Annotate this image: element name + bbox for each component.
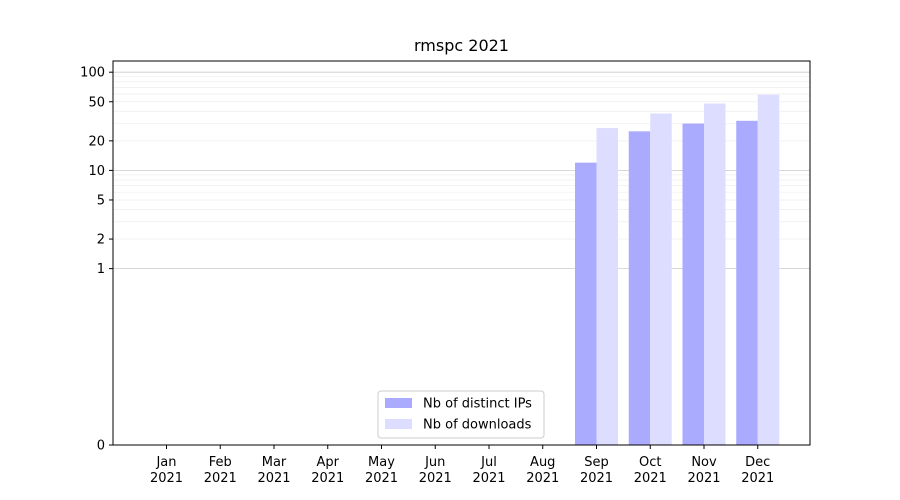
x-axis: Jan2021Feb2021Mar2021Apr2021May2021Jun20… — [150, 445, 774, 486]
bar — [757, 94, 780, 446]
y-tick-label: 20 — [88, 134, 105, 149]
x-tick-label-year: 2021 — [687, 471, 720, 486]
y-tick-label: 5 — [97, 193, 105, 208]
x-tick-label-month: Mar — [262, 455, 287, 470]
x-tick-label-month: Oct — [639, 455, 661, 470]
legend-label: Nb of downloads — [423, 418, 532, 433]
bar — [704, 103, 726, 446]
chart-title: rmspc 2021 — [414, 36, 509, 55]
legend-swatch — [385, 419, 412, 429]
bar — [650, 113, 672, 446]
bar — [575, 162, 597, 445]
bar — [596, 128, 618, 445]
bars — [575, 94, 780, 446]
legend: Nb of distinct IPs Nb of downloads — [377, 390, 545, 439]
x-tick-label-month: Jan — [155, 455, 176, 470]
y-tick-label: 50 — [88, 95, 105, 110]
legend-box — [377, 390, 545, 439]
x-tick-label-month: Apr — [317, 455, 340, 470]
x-tick-label-month: Jul — [480, 455, 497, 470]
axes-frame — [112, 60, 811, 446]
x-tick-label-month: May — [368, 455, 395, 470]
x-tick-label-year: 2021 — [526, 471, 559, 486]
x-tick-label-month: Aug — [530, 455, 555, 470]
x-tick-label-month: Dec — [745, 455, 770, 470]
x-tick-label-month: Jun — [424, 455, 445, 470]
x-tick-label-month: Sep — [584, 455, 609, 470]
y-tick-label: 10 — [88, 164, 105, 179]
x-tick-label-year: 2021 — [311, 471, 344, 486]
y-tick-label: 2 — [97, 233, 105, 248]
x-tick-label-year: 2021 — [472, 471, 505, 486]
bar — [736, 120, 758, 446]
y-tick-label: 100 — [80, 66, 105, 81]
x-tick-label-year: 2021 — [580, 471, 613, 486]
bar — [682, 123, 704, 445]
x-tick-label-year: 2021 — [634, 471, 667, 486]
x-tick-label-year: 2021 — [741, 471, 774, 486]
x-tick-label-year: 2021 — [257, 471, 290, 486]
y-axis: 0 1 2 5 10 20 50 100 — [80, 66, 113, 454]
x-tick-label-year: 2021 — [419, 471, 452, 486]
y-tick-label: 1 — [97, 262, 105, 277]
legend-label: Nb of distinct IPs — [423, 397, 532, 412]
x-tick-label-year: 2021 — [365, 471, 398, 486]
legend-swatch — [385, 398, 412, 408]
x-tick-label-month: Feb — [209, 455, 232, 470]
x-tick-label-month: Nov — [691, 455, 717, 470]
x-tick-label-year: 2021 — [150, 471, 183, 486]
y-tick-label: 0 — [97, 439, 105, 454]
x-tick-label-year: 2021 — [204, 471, 237, 486]
bar — [628, 131, 651, 446]
